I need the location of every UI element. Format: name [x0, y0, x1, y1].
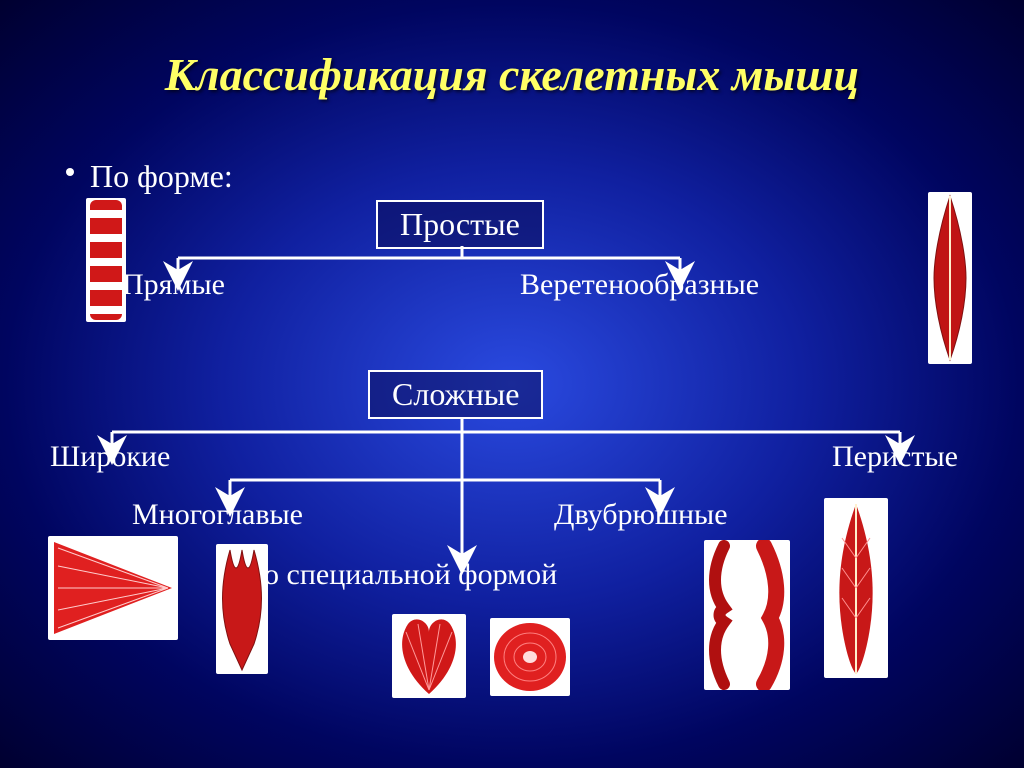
img-spindle-muscle [928, 192, 972, 364]
img-pennate-muscle [824, 498, 888, 678]
label-pennate: Перистые [832, 440, 958, 474]
img-wide-muscle [48, 536, 178, 640]
img-special-muscle-2 [490, 618, 570, 696]
label-digastric: Двубрюшные [554, 498, 728, 532]
box-simple: Простые [376, 200, 544, 249]
bullet-text: По форме: [90, 158, 233, 195]
label-straight: Прямые [122, 268, 225, 302]
label-special: Со специальной формой [244, 558, 557, 592]
img-digastric-muscle [704, 540, 790, 690]
label-wide: Широкие [50, 440, 170, 474]
box-complex: Сложные [368, 370, 543, 419]
img-straight-muscle [86, 198, 126, 322]
label-spindle: Веретенообразные [520, 268, 759, 302]
img-special-muscle-1 [392, 614, 466, 698]
slide-title: Классификация скелетных мышц [0, 0, 1024, 101]
bullet-dot [66, 168, 74, 176]
img-multihead-muscle [216, 544, 268, 674]
label-multihead: Многоглавые [132, 498, 303, 532]
